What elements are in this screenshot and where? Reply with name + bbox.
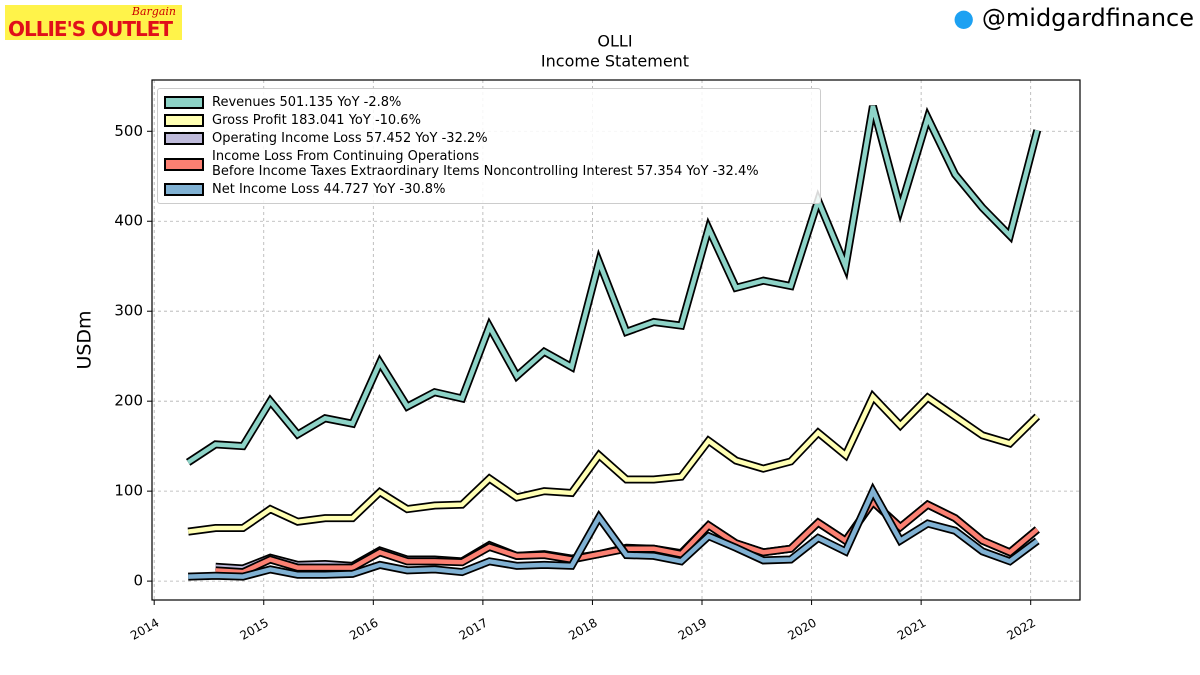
x-tick-label: 2018 (566, 616, 599, 643)
legend-label: Income Loss From Continuing Operations B… (212, 149, 759, 179)
line (186, 105, 1040, 465)
logo-main: OLLIE'S OUTLET (8, 17, 173, 41)
chart-subtitle: Income Statement (541, 52, 689, 71)
x-tick-label: 2019 (676, 616, 709, 643)
legend-label: Net Income Loss 44.727 YoY -30.8% (212, 182, 446, 197)
legend-swatch (164, 132, 204, 145)
legend-swatch (164, 157, 204, 171)
legend-entry: Operating Income Loss 57.452 YoY -32.2% (164, 131, 814, 146)
line (188, 486, 1039, 579)
chart-title: OLLI (597, 32, 632, 51)
x-tick-label: 2015 (238, 616, 271, 643)
x-tick-label: 2016 (347, 616, 380, 643)
legend-swatch (164, 96, 204, 109)
y-tick-label: 400 (114, 212, 143, 230)
x-tick-label: 2017 (457, 616, 490, 643)
legend-swatch (164, 183, 204, 196)
x-tick-label: 2022 (1004, 616, 1037, 643)
legend: Revenues 501.135 YoY -2.8% Gross Profit 1… (157, 88, 821, 204)
legend-label: Operating Income Loss 57.452 YoY -32.2% (212, 131, 488, 146)
handle: ● @midgardfinance (953, 4, 1194, 32)
handle-text: @midgardfinance (981, 4, 1194, 32)
x-tick-label: 2014 (128, 616, 161, 643)
legend-swatch (164, 114, 204, 127)
y-axis-label: USDm (74, 310, 96, 369)
x-tick-label: 2020 (785, 616, 818, 643)
x-tick-label: 2021 (895, 616, 928, 643)
legend-entry: Net Income Loss 44.727 YoY -30.8% (164, 182, 814, 197)
line (187, 392, 1039, 534)
legend-label: Revenues 501.135 YoY -2.8% (212, 95, 402, 110)
y-tick-label: 100 (114, 482, 143, 500)
logo-top: Bargain (131, 5, 176, 18)
plot-frame (151, 79, 1081, 601)
y-tick-label: 500 (114, 122, 143, 140)
logo: Bargain OLLIE'S OUTLET (5, 5, 182, 41)
legend-entry: Income Loss From Continuing Operations B… (164, 149, 814, 179)
legend-entry: Revenues 501.135 YoY -2.8% (164, 95, 814, 110)
legend-entry: Gross Profit 183.041 YoY -10.6% (164, 113, 814, 128)
legend-label: Gross Profit 183.041 YoY -10.6% (212, 113, 421, 128)
y-tick-label: 300 (114, 302, 143, 320)
y-tick-label: 0 (133, 572, 143, 590)
y-tick-label: 200 (114, 392, 143, 410)
